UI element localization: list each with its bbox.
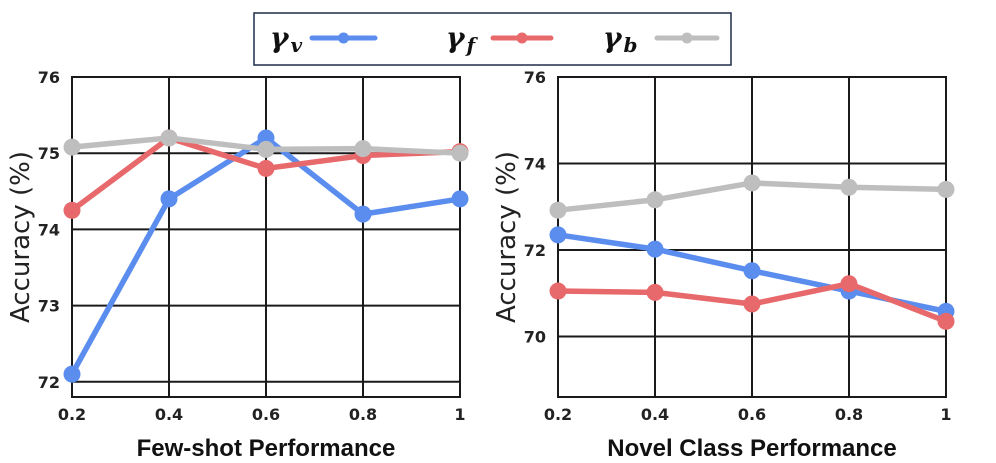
data-point [743, 174, 761, 192]
data-point [63, 201, 81, 219]
legend-marker [338, 32, 349, 44]
legend-symbol: γ [446, 21, 466, 54]
y-tick-label: 74 [38, 220, 60, 239]
data-point [451, 190, 469, 208]
chart-panel-few-shot: 72 73 74 75 76 0.2 0.4 0.6 0.8 1 Few-shot Performa… [6, 68, 469, 462]
data-point [646, 240, 664, 258]
x-tick-label: 0.6 [252, 405, 280, 424]
plot-frame [71, 76, 461, 398]
data-point [160, 190, 178, 208]
y-axis-label: Accuracy (%) [6, 151, 36, 323]
data-point [646, 191, 664, 209]
y-tick-label: 74 [524, 154, 546, 173]
legend-symbol: γ [603, 21, 623, 54]
data-point [451, 144, 469, 162]
y-tick-label: 73 [38, 297, 60, 316]
x-tick-label: 0.8 [835, 405, 863, 424]
x-tick-label: 0.8 [349, 405, 377, 424]
x-tick-label: 1 [454, 405, 465, 424]
x-tick-label: 0.4 [155, 405, 183, 424]
data-point [646, 283, 664, 301]
legend-symbol: γ [270, 21, 290, 54]
legend-marker [681, 32, 693, 44]
x-axis-label: Novel Class Performance [607, 435, 896, 462]
x-tick-label: 0.6 [738, 405, 766, 424]
series-0 [63, 129, 469, 383]
x-axis-label: Few-shot Performance [137, 435, 396, 462]
series-1 [549, 275, 955, 330]
data-point [549, 201, 567, 219]
data-point [743, 262, 761, 280]
x-tick-label: 0.4 [641, 405, 669, 424]
chart-panel-novel-class: 70 72 74 76 0.2 0.4 0.6 0.8 1 Novel Class Perform… [492, 68, 955, 462]
data-point [840, 178, 858, 196]
data-point [549, 282, 567, 300]
legend-marker [516, 32, 528, 44]
data-point [63, 138, 81, 156]
data-point [937, 180, 955, 198]
y-tick-label: 75 [38, 144, 60, 163]
legend-subscript: f [464, 33, 478, 57]
data-point [257, 140, 275, 158]
x-tick-label: 1 [940, 405, 951, 424]
data-point [840, 275, 858, 293]
x-tick-label: 0.2 [58, 405, 86, 424]
y-tick-label: 76 [38, 68, 60, 87]
data-point [63, 365, 81, 383]
y-tick-label: 70 [524, 327, 546, 346]
y-tick-label: 72 [38, 373, 60, 392]
series-2 [549, 174, 955, 219]
data-point [937, 312, 955, 330]
data-point [743, 295, 761, 313]
data-point [549, 226, 567, 244]
y-tick-label: 72 [524, 241, 546, 260]
data-point [160, 129, 178, 147]
series-2 [63, 129, 469, 162]
data-point [354, 205, 372, 223]
data-point [257, 159, 275, 177]
data-point [354, 140, 372, 158]
legend-subscript: v [290, 33, 302, 57]
x-tick-label: 0.2 [544, 405, 572, 424]
y-tick-label: 76 [524, 68, 546, 87]
y-axis-label: Accuracy (%) [492, 151, 522, 323]
legend-subscript: b [623, 33, 637, 57]
